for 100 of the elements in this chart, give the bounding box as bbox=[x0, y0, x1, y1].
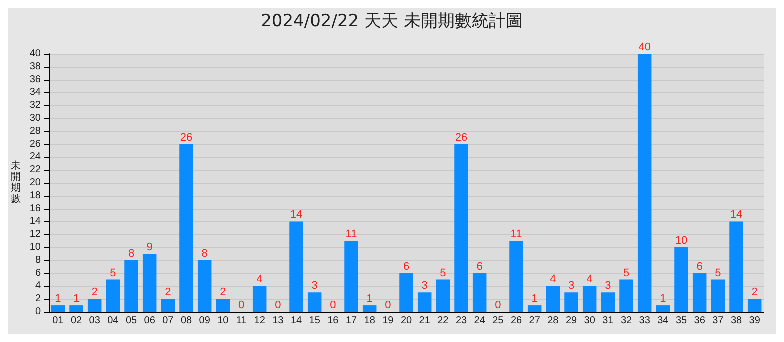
data-label: 4 bbox=[550, 274, 556, 286]
data-label: 2 bbox=[92, 286, 98, 299]
data-label: 26 bbox=[455, 132, 468, 144]
data-label: 0 bbox=[385, 300, 392, 312]
data-label: 5 bbox=[715, 267, 722, 280]
x-tick-label: 35 bbox=[676, 316, 688, 326]
data-label: 14 bbox=[290, 209, 303, 222]
bar bbox=[454, 144, 468, 312]
y-tick-label: 14 bbox=[30, 216, 42, 228]
x-tick-label: 33 bbox=[639, 316, 651, 326]
bar bbox=[528, 306, 542, 312]
x-tick-label: 28 bbox=[548, 316, 560, 326]
y-tick-label: 4 bbox=[35, 280, 42, 292]
x-tick-label: 23 bbox=[456, 316, 468, 326]
y-tick-label: 6 bbox=[35, 268, 42, 279]
x-tick-label: 36 bbox=[694, 316, 706, 326]
data-label: 14 bbox=[730, 209, 743, 222]
bar bbox=[601, 292, 616, 312]
data-label: 6 bbox=[403, 260, 410, 273]
data-label: 2 bbox=[220, 286, 226, 299]
y-tick-label: 24 bbox=[30, 152, 42, 163]
y-tick-label: 40 bbox=[30, 48, 42, 60]
data-label: 1 bbox=[660, 293, 666, 306]
x-tick-label: 16 bbox=[328, 316, 340, 326]
data-label: 10 bbox=[675, 235, 688, 247]
data-label: 5 bbox=[623, 267, 630, 280]
y-tick-label: 34 bbox=[30, 87, 42, 98]
x-tick-label: 01 bbox=[52, 316, 64, 326]
x-tick-label: 24 bbox=[474, 316, 486, 326]
y-tick-label: 26 bbox=[30, 138, 42, 150]
bar bbox=[344, 241, 358, 312]
bar bbox=[290, 222, 304, 312]
y-tick-label: 28 bbox=[30, 126, 42, 137]
x-tick-label: 09 bbox=[199, 316, 211, 326]
data-label: 2 bbox=[165, 286, 172, 299]
data-label: 8 bbox=[202, 248, 208, 260]
data-label: 11 bbox=[346, 228, 358, 241]
data-label: 0 bbox=[275, 300, 282, 312]
data-label: 6 bbox=[696, 260, 703, 273]
bar bbox=[582, 286, 597, 312]
x-tick-label: 21 bbox=[419, 316, 431, 326]
bar bbox=[106, 280, 120, 312]
x-tick-label: 18 bbox=[364, 316, 376, 326]
y-tick-label: 18 bbox=[30, 190, 42, 202]
bar bbox=[674, 248, 688, 312]
data-label: 5 bbox=[440, 267, 446, 280]
bar bbox=[70, 306, 84, 312]
bar bbox=[216, 299, 230, 312]
x-tick-label: 26 bbox=[510, 316, 522, 326]
data-label: 0 bbox=[238, 300, 245, 312]
data-label: 3 bbox=[568, 280, 575, 292]
bar bbox=[198, 260, 212, 312]
x-tick-label: 11 bbox=[236, 316, 248, 326]
bar bbox=[51, 306, 66, 312]
data-label: 1 bbox=[532, 293, 538, 306]
x-tick-label: 14 bbox=[290, 316, 302, 326]
bar bbox=[400, 273, 414, 312]
data-label: 5 bbox=[110, 267, 116, 280]
y-tick-label: 0 bbox=[35, 306, 42, 318]
bar bbox=[418, 292, 432, 312]
x-tick-label: 38 bbox=[730, 316, 742, 326]
data-label: 1 bbox=[73, 293, 80, 306]
data-label: 2 bbox=[752, 286, 758, 299]
data-label: 1 bbox=[366, 293, 373, 306]
y-tick-label: 30 bbox=[30, 113, 42, 124]
x-tick-label: 10 bbox=[218, 316, 230, 326]
x-tick-label: 05 bbox=[126, 316, 138, 326]
x-tick-label: 13 bbox=[272, 316, 284, 326]
x-tick-label: 27 bbox=[529, 316, 541, 326]
y-tick-label: 20 bbox=[30, 178, 42, 188]
x-tick-label: 25 bbox=[492, 316, 504, 326]
chart-title: 2024/02/22 天天 未開期數統計圖 bbox=[261, 12, 523, 32]
x-tick-label: 22 bbox=[438, 316, 450, 326]
data-label: 40 bbox=[638, 42, 651, 54]
bar bbox=[748, 299, 762, 312]
y-tick-label: 2 bbox=[35, 294, 42, 305]
bar bbox=[252, 286, 267, 312]
bar bbox=[620, 280, 634, 312]
x-tick-label: 37 bbox=[712, 316, 724, 326]
bar bbox=[308, 292, 322, 312]
x-tick-label: 03 bbox=[89, 316, 101, 326]
x-tick-label: 19 bbox=[382, 316, 394, 326]
x-tick-label: 15 bbox=[309, 316, 321, 326]
bar bbox=[472, 273, 487, 312]
bar bbox=[124, 260, 138, 312]
data-label: 3 bbox=[605, 280, 612, 292]
data-label: 3 bbox=[312, 280, 318, 292]
bar bbox=[564, 292, 578, 312]
data-label: 4 bbox=[586, 274, 593, 286]
x-tick-label: 02 bbox=[70, 316, 82, 326]
x-tick-label: 17 bbox=[346, 316, 358, 326]
x-tick-label: 29 bbox=[566, 316, 578, 326]
bar bbox=[142, 254, 157, 312]
bar bbox=[180, 144, 194, 312]
bar bbox=[362, 306, 377, 312]
y-tick-label: 16 bbox=[30, 203, 42, 214]
x-tick-label: 30 bbox=[584, 316, 596, 326]
data-label: 1 bbox=[55, 293, 62, 306]
data-label: 3 bbox=[422, 280, 428, 292]
bar bbox=[692, 273, 707, 312]
